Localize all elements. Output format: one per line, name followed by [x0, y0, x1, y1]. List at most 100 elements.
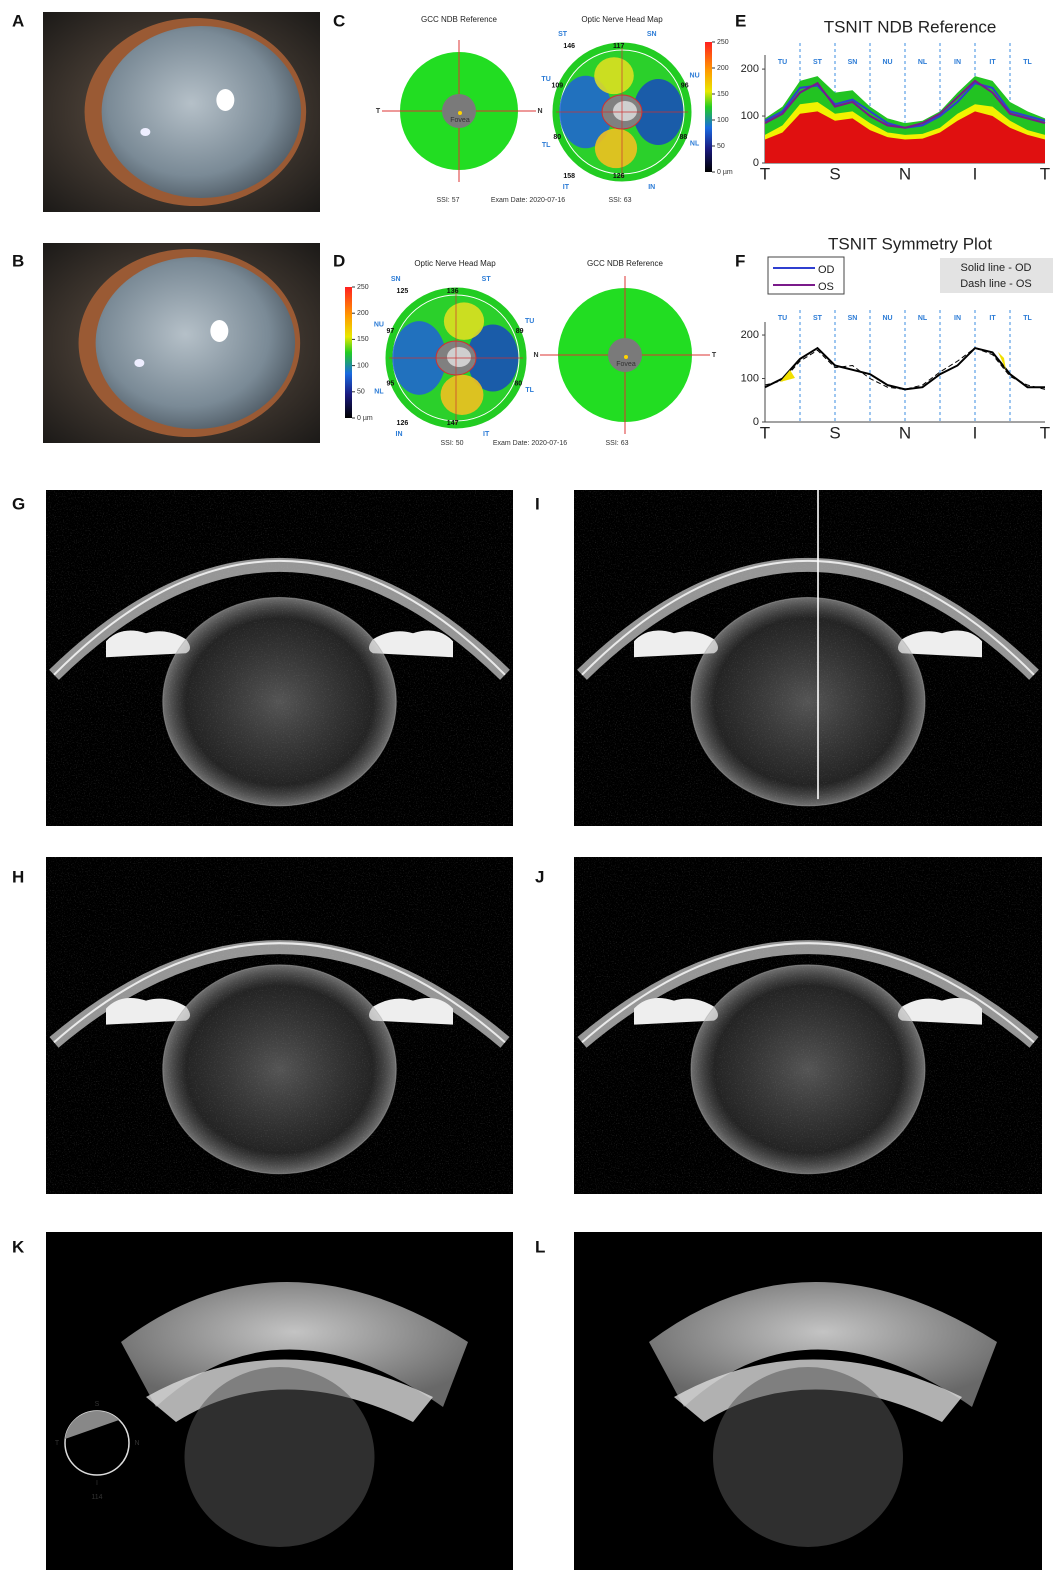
panel-label: K: [12, 1237, 25, 1256]
panel-label: D: [333, 251, 345, 270]
fovea-dot: [458, 111, 462, 115]
compass-letter: T: [55, 1440, 60, 1447]
sector-label: SN: [647, 31, 657, 38]
sector-label: TL: [542, 142, 551, 149]
onh-map: [385, 287, 527, 429]
colorbar-label: 150: [717, 91, 729, 98]
x-tick-label: I: [973, 164, 978, 183]
y-tick-label: 100: [741, 372, 759, 384]
fovea-label: Fovea: [450, 117, 470, 124]
lens: [96, 257, 295, 429]
ssi: SSI: 50: [441, 440, 464, 447]
oct-scan: [574, 857, 1042, 1194]
sector-label: NL: [918, 59, 928, 66]
sector-label: SN: [848, 315, 858, 322]
panel-label: I: [535, 494, 540, 513]
sector-value: 125: [397, 288, 409, 295]
colorbar-label: 250: [357, 284, 369, 291]
x-tick-label: N: [899, 164, 911, 183]
sector-label: SN: [848, 59, 858, 66]
slit-lamp-photo: [43, 12, 320, 212]
compass-letter: I: [96, 1480, 98, 1487]
highlight: [134, 359, 144, 367]
sector-value: 126: [613, 173, 625, 180]
gcc-map: [540, 276, 710, 434]
sector-value: 97: [386, 328, 394, 335]
sector-label: IN: [954, 59, 961, 66]
sector-value: 80: [553, 134, 561, 141]
colorbar-label: 200: [717, 65, 729, 72]
sector-value: 89: [516, 328, 524, 335]
x-tick-label: N: [899, 423, 911, 442]
sector-label: SN: [391, 276, 401, 283]
compass-value: 114: [91, 1494, 102, 1501]
y-tick-label: 200: [741, 63, 759, 75]
sector-label: NL: [918, 315, 928, 322]
panel-label: G: [12, 494, 25, 513]
sector-label: TL: [525, 387, 534, 394]
annotation: Dash line - OS: [960, 278, 1032, 290]
lens-volume: [185, 1367, 375, 1547]
panel-label: E: [735, 11, 746, 30]
sector-label: IN: [396, 431, 403, 438]
sector-label: ST: [558, 31, 568, 38]
x-tick-label: I: [973, 423, 978, 442]
exam-date: Exam Date: 2020-07-16: [491, 197, 565, 204]
map-title: Optic Nerve Head Map: [414, 259, 496, 268]
sector-value: 80: [514, 380, 522, 387]
axis-letter: N: [533, 352, 538, 359]
ssi: SSI: 63: [606, 440, 629, 447]
y-tick-label: 200: [741, 329, 759, 341]
oct-volume: [574, 1232, 1042, 1570]
panel-label: B: [12, 251, 24, 270]
colorbar-label: 150: [357, 336, 369, 343]
sector-label: NU: [690, 73, 700, 80]
panel-label: J: [535, 867, 544, 886]
oct-scan: [46, 857, 513, 1194]
cup: [447, 347, 471, 367]
chart-title: TSNIT Symmetry Plot: [828, 234, 992, 253]
oct-volume: [46, 1232, 513, 1570]
y-tick-label: 0: [753, 157, 759, 169]
compass-letter: S: [95, 1401, 100, 1408]
colorbar: [705, 42, 712, 172]
chart-title: TSNIT NDB Reference: [824, 17, 997, 36]
annotation: Solid line - OD: [961, 262, 1032, 274]
y-tick-label: 100: [741, 110, 759, 122]
colorbar-label: 200: [357, 310, 369, 317]
sector-label: NL: [690, 141, 700, 148]
colorbar-label: 50: [357, 389, 365, 396]
sector-label: TU: [778, 315, 787, 322]
map-title: Optic Nerve Head Map: [581, 15, 663, 24]
colorbar-label: 0 µm: [357, 415, 373, 422]
fovea-label: Fovea: [616, 361, 636, 368]
axis-letter: T: [376, 108, 381, 115]
sector-label: IN: [648, 184, 655, 191]
lens: [102, 26, 301, 198]
sector-label: ST: [813, 315, 823, 322]
sector-label: IT: [563, 184, 570, 191]
compass-letter: N: [134, 1440, 139, 1447]
x-tick-label: T: [760, 164, 770, 183]
cup: [613, 101, 637, 121]
axis-letter: N: [537, 108, 542, 115]
highlight: [210, 320, 228, 342]
slit-lamp-photo: [43, 243, 320, 443]
panel-label: A: [12, 11, 24, 30]
legend-label: OD: [818, 264, 835, 276]
gcc-map: [382, 40, 536, 182]
sector-label: IT: [989, 59, 996, 66]
yellow-zone: [594, 57, 634, 94]
yellow-zone: [441, 375, 484, 415]
lens: [163, 598, 397, 806]
colorbar-label: 0 µm: [717, 169, 733, 176]
lens: [691, 965, 925, 1174]
sector-label: ST: [813, 59, 823, 66]
sector-value: 95: [386, 380, 394, 387]
sector-label: NU: [882, 315, 892, 322]
onh-map: [552, 42, 692, 182]
panel-label: C: [333, 11, 345, 30]
sector-label: NU: [374, 321, 384, 328]
sector-label: NL: [374, 388, 384, 395]
sector-label: TL: [1023, 59, 1032, 66]
